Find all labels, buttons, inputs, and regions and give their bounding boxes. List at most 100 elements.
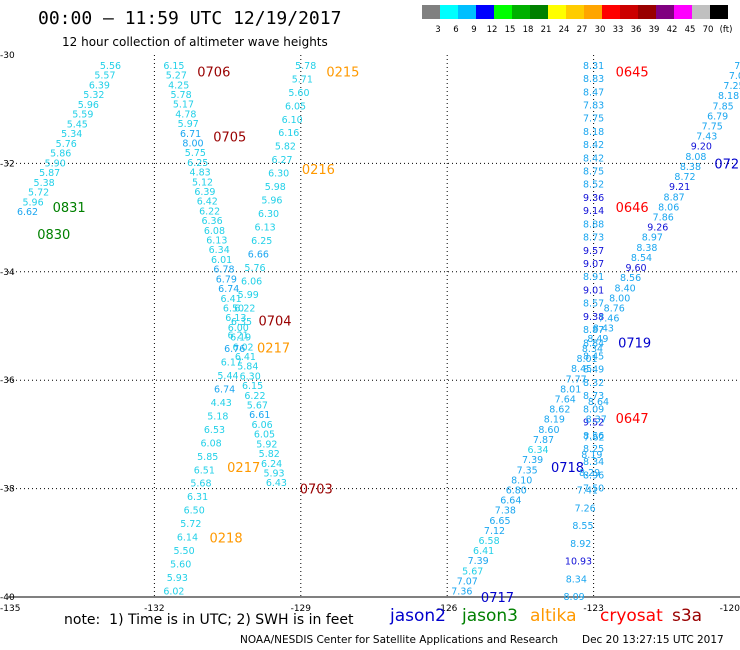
wave-height-value: 8.47 [583,87,604,98]
wave-height-value: 6.25 [251,236,272,247]
wave-height-value: 5.93 [263,468,284,479]
pass-time-label: 0646 [616,201,649,216]
pass-time-label: 0706 [197,65,230,80]
wave-height-value: 6.66 [248,250,269,261]
wave-height-value: 5.60 [170,560,191,571]
wave-height-value: 6.17 [221,357,242,368]
page-subtitle: 12 hour collection of altimeter wave hei… [62,35,328,49]
track-altika: 5.78 5.71 5.60 6.05 6.10 6.16 5.82 6.27 6.30 5.98… [163,61,359,598]
wave-height-value: 6.22 [234,303,255,314]
wave-height-value: 6.43 [266,478,287,489]
wave-height-value: 5.96 [78,100,99,111]
wave-height-value: 8.97 [642,233,663,244]
wave-height-value: 5.82 [259,449,280,460]
wave-height-value: 8.19 [581,450,602,461]
color-swatch [602,5,620,19]
color-swatch [422,5,440,19]
wave-height-value: 6.19 [230,333,251,344]
color-scale-label: 12 [487,25,498,35]
color-scale-label: 27 [577,25,588,35]
wave-height-value: 6.42 [197,197,218,208]
wave-height-value: 6.41 [221,294,242,305]
track-jason2: 7.017.097.258.187.856.797.757.439.208.08… [451,61,740,606]
wave-height-value: 7.39 [468,556,489,567]
color-swatch [674,5,692,19]
wave-height-value: 5.38 [34,178,55,189]
wave-height-value: 8.19 [544,415,565,426]
wave-height-value: 5.50 [173,546,194,557]
wave-height-value: 5.86 [50,149,71,160]
wave-height-value: 7.01 [734,61,740,72]
wave-height-value: 8.06 [658,202,679,213]
wave-height-value: 4.43 [211,398,232,409]
latitude-tick-label: -32 [0,159,15,169]
color-swatch [440,5,458,19]
latitude-tick-label: -38 [0,485,15,495]
wave-height-value: 7.25 [723,81,740,92]
wave-height-value: 9.26 [647,223,668,234]
wave-height-value: 9.07 [583,259,604,270]
wave-height-value: 7.38 [495,506,516,517]
wave-height-value: 9.14 [583,206,604,217]
wave-height-value: 6.00 [228,323,249,334]
wave-height-value: 5.27 [166,71,187,82]
wave-height-value: 8.18 [718,91,739,102]
wave-height-value: 8.01 [560,384,581,395]
wave-height-value: 8.60 [538,425,559,436]
wave-height-value: 7.85 [713,101,734,112]
color-swatch [548,5,566,19]
wave-height-value: 6.30 [258,209,279,220]
wave-height-value: 8.31 [583,61,604,72]
wave-height-value: 6.05 [254,430,275,441]
wave-height-value: 5.34 [61,129,82,140]
wave-height-value: 6.06 [241,277,262,288]
wave-height-value: 6.41 [235,352,256,363]
legend-jason3: jason3 [462,606,518,626]
wave-height-value: 7.77 [566,374,587,385]
wave-height-value: 8.00 [609,293,630,304]
pass-time-label: 0215 [326,65,359,80]
wave-height-value: 4.78 [175,109,196,120]
wave-height-value: 8.49 [583,365,604,376]
wave-height-value: 5.67 [247,401,268,412]
latitude-tick-label: -40 [0,593,15,603]
wave-height-value: 6.22 [244,391,265,402]
legend-jason2: jason2 [390,606,446,626]
map-grid [8,55,740,598]
color-scale-label: 33 [613,25,624,35]
wave-height-value: 7.09 [729,71,740,82]
wave-height-value: 6.78 [213,265,234,276]
latitude-tick-label: -36 [0,376,15,386]
wave-height-value: 5.99 [238,290,259,301]
color-swatch [494,5,512,19]
wave-height-value: 9.57 [583,246,604,257]
wave-height-value: 5.96 [261,196,282,207]
color-scale-label: 42 [667,25,678,35]
wave-height-value: 7.46 [598,314,619,325]
wave-height-value: 6.30 [268,169,289,180]
color-swatch [638,5,656,19]
wave-height-value: 6.51 [194,465,215,476]
wave-height-value: 9.36 [583,193,604,204]
wave-height-value: 5.18 [207,411,228,422]
wave-height-value: 6.30 [240,371,261,382]
wave-height-value: 6.25 [187,158,208,169]
color-scale-bar: 3 6 9 12 15 18 21 24 27 30 33 36 39 42 45 70 (ft) [422,5,732,35]
wave-height-value: 6.14 [177,533,198,544]
wave-height-value: 6.65 [489,516,510,527]
wave-height-value: 8.34 [582,344,603,355]
wave-height-value: 8.56 [583,431,604,442]
wave-height-value: 6.02 [232,342,253,353]
wave-height-value: 7.83 [583,100,604,111]
wave-height-value: 9.20 [691,142,712,153]
wave-height-value: 6.53 [204,425,225,436]
wave-height-value: 5.59 [72,110,93,121]
color-scale-label: 70 [703,25,714,35]
wave-height-value: 8.43 [593,324,614,335]
wave-height-value: 7.86 [653,212,674,223]
wave-height-value: 6.71 [180,129,201,140]
wave-height-value: 9.21 [669,182,690,193]
track-jason2: 8.64 8.37 7.62 8.19 8.29 7.41 7.26 8.55 8.92 10.9… [564,397,610,603]
color-swatch [584,5,602,19]
wave-height-value: 5.57 [94,71,115,82]
